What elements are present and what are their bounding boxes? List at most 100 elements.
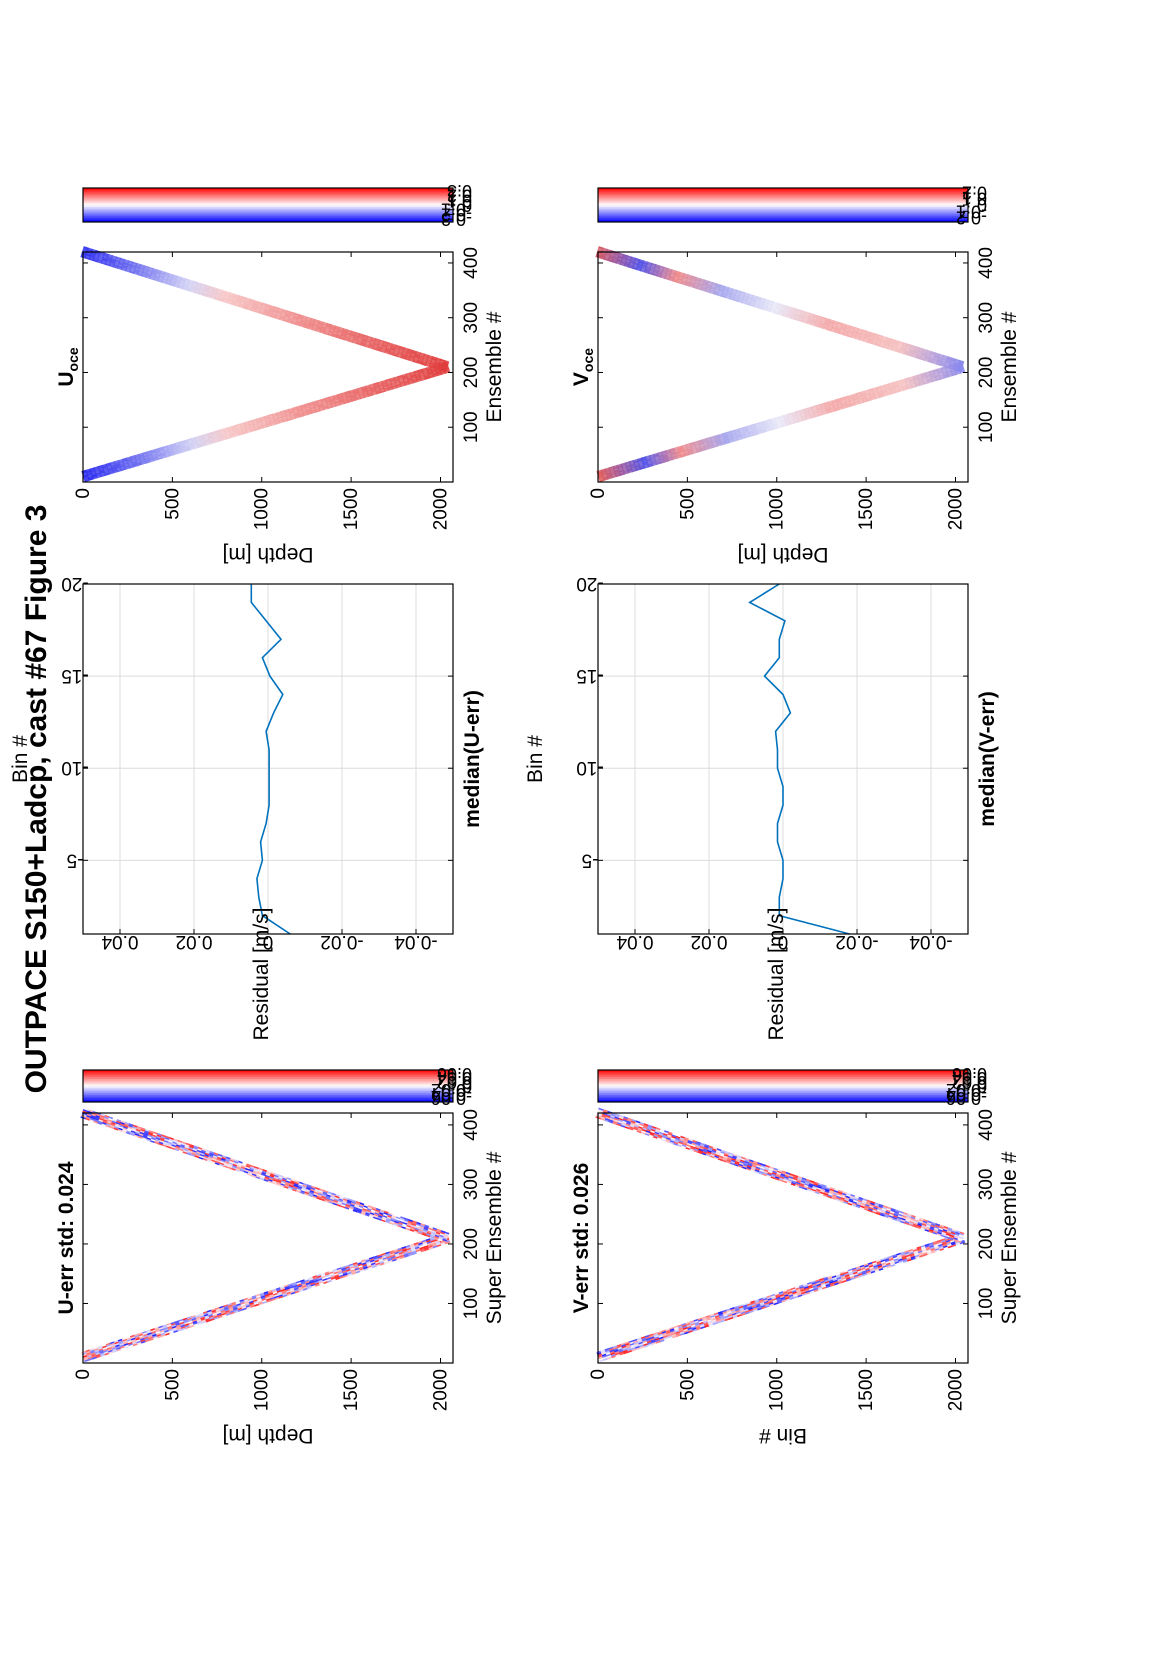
residual-tick-label: -0.02 [835,931,878,952]
y-axis-label: Depth [m] [222,543,313,566]
data-mark [620,1342,627,1346]
data-mark [771,1297,778,1301]
data-mark [423,1224,430,1228]
data-mark [268,1174,275,1178]
data-mark [659,1337,665,1341]
data-mark [146,1134,153,1138]
data-mark [378,1210,385,1214]
data-mark [293,1179,300,1184]
data-mark [225,1309,231,1313]
data-mark [202,1154,209,1159]
data-mark [730,1308,737,1312]
data-mark [291,1186,298,1191]
data-mark [137,1135,143,1139]
data-mark [205,1317,211,1322]
data-mark [762,1296,768,1300]
data-mark [327,1200,334,1205]
data-mark [351,1270,357,1274]
data-mark [103,1115,109,1120]
data-mark [440,1239,447,1243]
data-mark [680,1332,686,1336]
data-mark [212,1152,219,1156]
data-mark [248,1299,254,1303]
data-mark [342,1196,349,1200]
data-mark [406,1220,413,1224]
data-mark [138,1131,145,1135]
data-mark [309,1188,315,1192]
data-mark [183,1145,190,1149]
data-mark [386,1213,393,1217]
data-mark [770,1293,777,1297]
data-mark [284,1287,291,1291]
data-mark [110,1344,117,1348]
data-mark [89,1347,95,1351]
data-mark [315,1283,321,1287]
data-mark [88,1357,94,1361]
data-mark [139,1129,145,1134]
data-mark [252,1296,258,1300]
data-mark [772,1300,779,1304]
data-mark [715,1316,721,1320]
data-mark [381,1253,388,1258]
data-mark [129,1334,136,1338]
data-mark [251,1171,258,1175]
data-mark [679,1331,686,1335]
data-mark [346,1199,352,1203]
data-mark [780,1295,786,1299]
data-mark [195,1314,201,1318]
data-mark [351,1271,358,1275]
data-mark [250,1304,256,1308]
y-tick-label: 500 [162,1369,183,1401]
data-mark [351,1209,358,1213]
data-mark [323,1199,329,1203]
data-mark [120,1345,126,1349]
data-mark [598,1356,604,1360]
data-mark [409,1225,416,1230]
data-mark [420,1249,426,1253]
data-mark [419,1224,425,1228]
data-mark [315,1195,322,1199]
data-mark [109,1124,115,1128]
data-mark [155,1134,162,1138]
data-mark [747,1305,754,1309]
data-mark [726,1308,732,1312]
data-mark [435,1229,441,1234]
data-mark [390,1216,396,1220]
data-mark [687,1328,694,1332]
data-mark [691,1325,697,1329]
data-mark [181,1150,188,1155]
data-mark [375,1262,381,1266]
data-mark [417,1228,424,1232]
data-mark [207,1312,214,1316]
data-mark [131,1124,138,1128]
data-mark [275,1286,282,1291]
data-mark [253,1301,260,1306]
data-mark [783,1292,790,1296]
data-mark [230,1167,236,1171]
data-mark [148,1334,154,1339]
data-mark [223,1305,230,1309]
data-mark [783,1291,789,1295]
data-mark [623,1349,629,1353]
data-mark [119,1344,126,1348]
data-mark [316,1273,322,1277]
data-mark [111,1117,118,1121]
data-mark [396,1224,402,1228]
data-mark [631,1346,637,1351]
data-mark [285,1288,291,1292]
data-mark [437,1235,444,1239]
data-mark [276,1178,282,1182]
data-mark [132,1343,139,1347]
data-mark [640,1335,647,1340]
data-mark [295,1189,301,1193]
data-mark [216,1311,222,1315]
data-mark [404,1225,411,1230]
data-mark [292,1283,299,1287]
data-mark [600,1349,606,1353]
data-mark [85,1349,91,1353]
data-mark [335,1203,342,1207]
data-mark [259,1292,266,1296]
data-mark [107,1117,113,1121]
data-mark [414,1224,421,1228]
data-mark [104,1124,111,1128]
